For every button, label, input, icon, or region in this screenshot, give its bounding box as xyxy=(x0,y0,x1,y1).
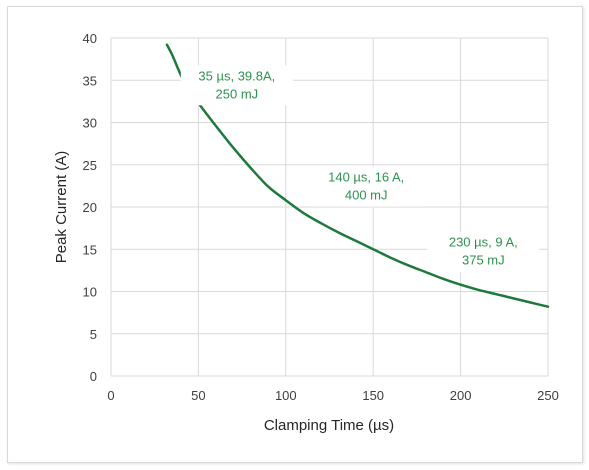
annotation-label: 35 µs, 39.8A, 250 mJ xyxy=(180,65,293,106)
y-axis-title: Peak Current (A) xyxy=(53,151,70,264)
grid-layer xyxy=(110,37,549,377)
y-tick-label: 40 xyxy=(83,31,97,46)
annotation-background xyxy=(427,231,540,272)
annotation-line-1: 140 µs, 16 A, xyxy=(328,170,404,185)
annotation-label: 230 µs, 9 A, 375 mJ xyxy=(427,231,540,272)
x-tick-label: 100 xyxy=(275,388,297,403)
x-tick-label: 150 xyxy=(362,388,384,403)
y-tick-label: 0 xyxy=(90,369,97,384)
x-tick-labels: 0 50 100 150 200 250 xyxy=(107,388,558,403)
annotation-background xyxy=(180,65,293,106)
y-tick-label: 30 xyxy=(83,116,97,131)
annotation-line-1: 35 µs, 39.8A, xyxy=(198,68,275,83)
y-tick-label: 25 xyxy=(83,158,97,173)
annotation-line-2: 375 mJ xyxy=(462,253,505,268)
annotation-label: 140 µs, 16 A, 400 mJ xyxy=(310,166,423,207)
y-tick-label: 35 xyxy=(83,73,97,88)
y-tick-labels: 0 5 10 15 20 25 30 35 40 xyxy=(83,31,97,384)
annotation-line-1: 230 µs, 9 A, xyxy=(449,235,518,250)
y-tick-label: 10 xyxy=(83,285,97,300)
x-axis-title: Clamping Time (µs) xyxy=(264,417,394,434)
annotation-line-2: 250 mJ xyxy=(216,86,259,101)
x-tick-label: 50 xyxy=(191,388,205,403)
annotation-line-2: 400 mJ xyxy=(345,188,388,203)
annotation-background xyxy=(310,166,423,207)
y-tick-label: 20 xyxy=(83,200,97,215)
x-tick-label: 200 xyxy=(450,388,472,403)
x-tick-label: 0 xyxy=(107,388,114,403)
annotation-layer: 35 µs, 39.8A, 250 mJ 140 µs, 16 A, 400 mJ 23… xyxy=(180,65,540,272)
y-tick-label: 5 xyxy=(90,327,97,342)
x-tick-label: 250 xyxy=(537,388,559,403)
y-tick-label: 15 xyxy=(83,242,97,257)
